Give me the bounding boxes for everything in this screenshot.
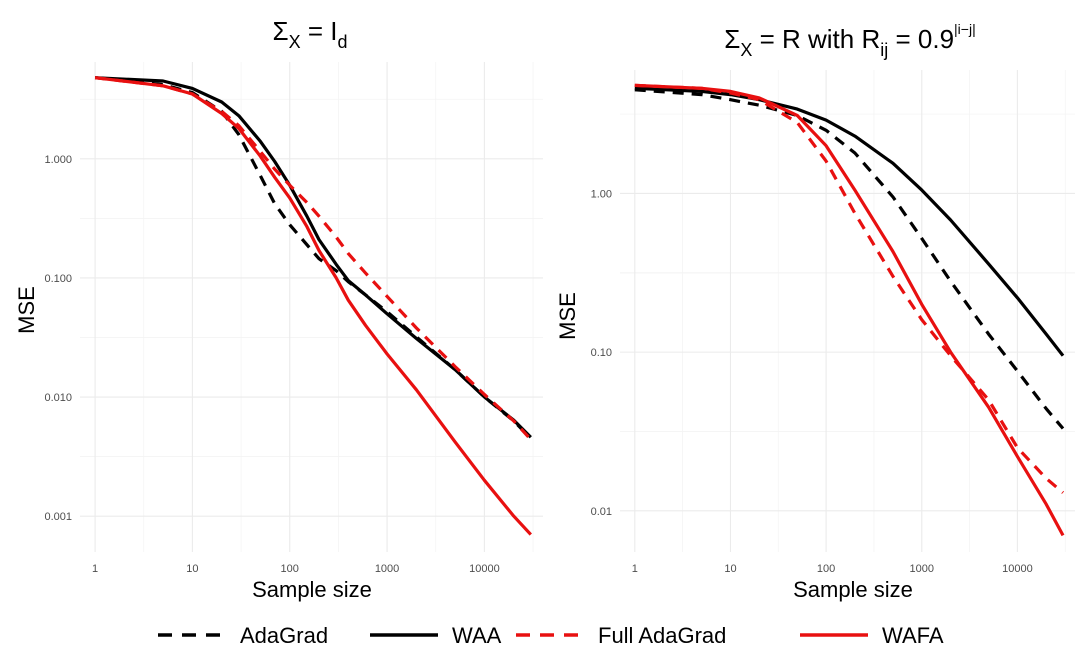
legend-label-adagrad: AdaGrad — [240, 623, 328, 648]
y-tick-label: 1.00 — [591, 188, 612, 200]
y-tick-label: 0.10 — [591, 347, 612, 359]
x-tick-label: 10000 — [469, 563, 500, 575]
legend-label-waa: WAA — [452, 623, 502, 648]
x-axis-title-left: Sample size — [252, 577, 372, 602]
x-tick-label: 100 — [281, 563, 299, 575]
x-tick-label: 1000 — [910, 563, 934, 575]
y-axis-title-right: MSE — [555, 292, 580, 340]
x-tick-label: 10 — [724, 563, 736, 575]
legend-label-full-adagrad: Full AdaGrad — [598, 623, 726, 648]
y-tick-label: 0.001 — [44, 511, 72, 523]
y-axis-title-left: MSE — [14, 286, 39, 334]
y-tick-label: 0.100 — [44, 273, 72, 285]
legend-item-full-adagrad: Full AdaGrad — [516, 623, 726, 648]
series-line-adagrad — [94, 76, 532, 440]
series-line-adagrad — [634, 88, 1065, 430]
x-tick-label: 1000 — [375, 563, 399, 575]
x-tick-label: 10 — [186, 563, 198, 575]
series-line-wafa — [634, 83, 1065, 537]
panel-right: 1 10 100 1000 10000 0.01 0.10 1.00 — [591, 70, 1075, 575]
legend: AdaGrad WAA Full AdaGrad WAFA — [158, 623, 944, 648]
x-tick-label: 10000 — [1002, 563, 1033, 575]
y-tick-label: 1.000 — [44, 154, 72, 166]
panel-left: 1 10 100 1000 10000 0.001 0.010 0.100 1.000 — [44, 62, 543, 575]
series-line-wafa — [94, 76, 532, 536]
series-line-waa — [95, 76, 532, 439]
x-tick-label: 1 — [632, 563, 638, 575]
chart-title-right: ΣX = R with Rij = 0.9|i−j| — [724, 21, 975, 60]
x-axis-title-right: Sample size — [793, 577, 913, 602]
y-tick-label: 0.010 — [44, 392, 72, 404]
legend-item-wafa: WAFA — [800, 623, 944, 648]
legend-item-adagrad: AdaGrad — [158, 623, 328, 648]
x-tick-label: 1 — [92, 563, 98, 575]
series-line-full-adagrad — [94, 76, 532, 441]
legend-label-wafa: WAFA — [882, 623, 944, 648]
legend-item-waa: WAA — [370, 623, 502, 648]
chart-title-left: ΣX = Id — [273, 16, 348, 52]
x-tick-label: 100 — [817, 563, 835, 575]
series-line-waa — [634, 86, 1065, 357]
y-tick-label: 0.01 — [591, 506, 612, 518]
